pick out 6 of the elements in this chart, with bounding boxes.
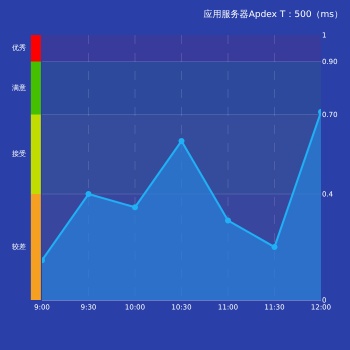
point: [272, 244, 278, 250]
chart-title: 应用服务器Apdex T：500（ms）: [204, 8, 343, 20]
point: [178, 138, 184, 144]
point: [132, 204, 138, 210]
point: [86, 191, 92, 197]
point: [225, 218, 231, 224]
